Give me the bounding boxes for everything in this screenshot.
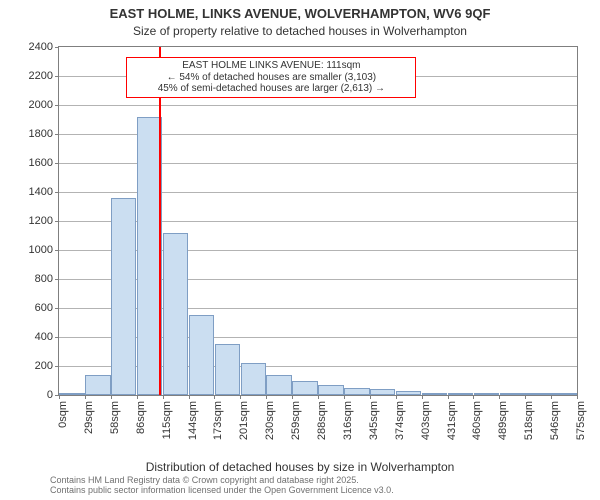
x-tick-mark xyxy=(137,395,138,399)
x-tick-mark xyxy=(318,395,319,399)
gridline xyxy=(59,105,577,106)
histogram-bar xyxy=(422,393,447,395)
x-tick-label: 201sqm xyxy=(238,401,250,440)
y-tick-mark xyxy=(55,308,59,309)
y-tick-mark xyxy=(55,192,59,193)
histogram-bar xyxy=(370,389,395,395)
histogram-bar xyxy=(292,381,317,396)
chart-container: EAST HOLME, LINKS AVENUE, WOLVERHAMPTON,… xyxy=(0,0,600,500)
plot-area: 0200400600800100012001400160018002000220… xyxy=(58,46,578,396)
x-tick-label: 489sqm xyxy=(497,401,509,440)
x-tick-label: 374sqm xyxy=(394,401,406,440)
reference-line xyxy=(159,47,161,395)
y-tick-label: 600 xyxy=(35,302,53,314)
x-tick-mark xyxy=(551,395,552,399)
x-tick-label: 259sqm xyxy=(290,401,302,440)
y-tick-label: 0 xyxy=(47,389,53,401)
histogram-bar xyxy=(241,363,266,395)
y-tick-mark xyxy=(55,76,59,77)
y-tick-mark xyxy=(55,47,59,48)
histogram-bar xyxy=(163,233,188,395)
y-tick-mark xyxy=(55,279,59,280)
y-tick-mark xyxy=(55,366,59,367)
x-tick-mark xyxy=(577,395,578,399)
annotation-line-2: ← 54% of detached houses are smaller (3,… xyxy=(133,72,409,84)
histogram-bar xyxy=(85,375,110,395)
histogram-bar xyxy=(344,388,369,395)
histogram-bar xyxy=(189,315,214,395)
y-tick-label: 1800 xyxy=(29,128,53,140)
x-tick-mark xyxy=(370,395,371,399)
x-tick-mark xyxy=(473,395,474,399)
x-tick-label: 115sqm xyxy=(161,401,173,439)
histogram-bar xyxy=(396,391,421,395)
x-tick-mark xyxy=(214,395,215,399)
y-tick-label: 800 xyxy=(35,273,53,285)
y-tick-label: 1400 xyxy=(29,186,53,198)
y-tick-label: 200 xyxy=(35,360,53,372)
y-tick-mark xyxy=(55,337,59,338)
chart-subtitle: Size of property relative to detached ho… xyxy=(0,24,600,38)
annotation-box: EAST HOLME LINKS AVENUE: 111sqm← 54% of … xyxy=(126,57,416,98)
x-tick-label: 345sqm xyxy=(368,401,380,440)
histogram-bar xyxy=(448,393,473,395)
x-tick-label: 86sqm xyxy=(135,401,147,434)
histogram-bar xyxy=(551,393,576,395)
y-tick-label: 1000 xyxy=(29,244,53,256)
x-tick-mark xyxy=(266,395,267,399)
x-tick-label: 518sqm xyxy=(523,401,535,440)
x-tick-mark xyxy=(499,395,500,399)
y-tick-label: 2200 xyxy=(29,70,53,82)
x-tick-mark xyxy=(344,395,345,399)
x-tick-mark xyxy=(111,395,112,399)
x-tick-label: 230sqm xyxy=(264,401,276,440)
histogram-bar xyxy=(500,393,525,395)
y-tick-mark xyxy=(55,250,59,251)
y-tick-label: 1600 xyxy=(29,157,53,169)
x-tick-mark xyxy=(59,395,60,399)
x-tick-mark xyxy=(189,395,190,399)
x-tick-label: 460sqm xyxy=(471,401,483,440)
x-tick-label: 316sqm xyxy=(342,401,354,440)
footer-line-2: Contains public sector information licen… xyxy=(50,486,590,496)
x-tick-mark xyxy=(163,395,164,399)
x-tick-label: 0sqm xyxy=(57,401,69,428)
y-tick-mark xyxy=(55,221,59,222)
x-tick-mark xyxy=(292,395,293,399)
y-tick-mark xyxy=(55,134,59,135)
x-tick-mark xyxy=(448,395,449,399)
x-tick-mark xyxy=(422,395,423,399)
y-tick-label: 1200 xyxy=(29,215,53,227)
x-tick-label: 546sqm xyxy=(549,401,561,440)
y-tick-label: 2400 xyxy=(29,41,53,53)
y-tick-mark xyxy=(55,163,59,164)
x-tick-mark xyxy=(525,395,526,399)
chart-title: EAST HOLME, LINKS AVENUE, WOLVERHAMPTON,… xyxy=(0,6,600,21)
histogram-bar xyxy=(474,393,499,395)
x-tick-mark xyxy=(396,395,397,399)
histogram-bar xyxy=(266,375,291,395)
x-tick-label: 173sqm xyxy=(212,401,224,440)
histogram-bar xyxy=(111,198,136,395)
histogram-bar xyxy=(59,393,84,395)
x-tick-label: 403sqm xyxy=(420,401,432,440)
x-axis-label: Distribution of detached houses by size … xyxy=(0,460,600,474)
y-tick-mark xyxy=(55,105,59,106)
y-tick-label: 400 xyxy=(35,331,53,343)
annotation-line-3: 45% of semi-detached houses are larger (… xyxy=(133,83,409,95)
y-tick-label: 2000 xyxy=(29,99,53,111)
attribution-footer: Contains HM Land Registry data © Crown c… xyxy=(50,476,590,496)
histogram-bar xyxy=(318,385,343,395)
annotation-line-1: EAST HOLME LINKS AVENUE: 111sqm xyxy=(133,60,409,72)
x-tick-label: 144sqm xyxy=(187,401,199,440)
x-tick-label: 431sqm xyxy=(446,401,458,440)
x-tick-mark xyxy=(85,395,86,399)
x-tick-label: 288sqm xyxy=(316,401,328,440)
histogram-bar xyxy=(215,344,240,395)
x-tick-label: 58sqm xyxy=(109,401,121,434)
x-tick-mark xyxy=(240,395,241,399)
x-tick-label: 575sqm xyxy=(575,401,587,440)
x-tick-label: 29sqm xyxy=(83,401,95,434)
histogram-bar xyxy=(525,393,550,395)
